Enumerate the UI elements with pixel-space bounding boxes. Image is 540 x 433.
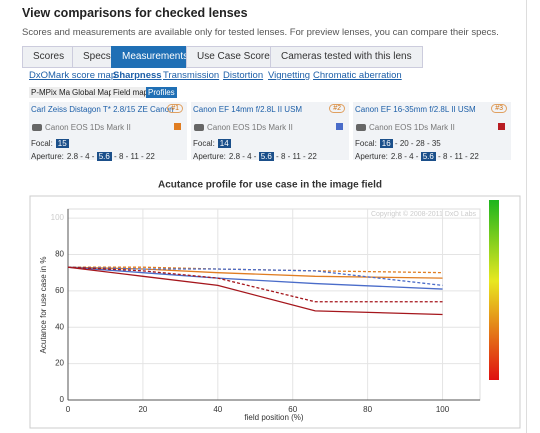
series-line <box>67 266 443 279</box>
camera: Canon EOS 1Ds Mark II <box>207 123 293 132</box>
aperture-value: 2.8 - 4 - <box>228 152 259 161</box>
view-button[interactable]: P-MPix Map <box>29 87 77 98</box>
y-tick-label: 100 <box>51 213 65 222</box>
lens-panel: Canon EF 14mm f/2.8L II USM #2 Canon EOS 1… <box>191 102 349 161</box>
y-tick-label: 20 <box>55 359 64 368</box>
subtab[interactable]: Chromatic aberration <box>313 70 402 81</box>
lens-panel: Canon EF 16-35mm f/2.8L II USM #3 Canon EO… <box>353 102 511 161</box>
lens-color <box>336 123 343 130</box>
x-tick-label: 60 <box>288 405 297 414</box>
aperture-label: Aperture: <box>193 152 226 161</box>
x-axis-label: field position (%) <box>244 413 303 422</box>
tab[interactable]: Specs <box>72 46 122 68</box>
aperture-value: 2.8 - 4 - <box>390 152 421 161</box>
aperture-label: Aperture: <box>31 152 64 161</box>
series-line <box>67 266 443 316</box>
aperture: Aperture: 2.8 - 4 - 5.6 - 8 - 11 - 22 <box>193 152 317 161</box>
aperture-value: - 8 - 11 - 22 <box>435 152 479 161</box>
x-tick-label: 0 <box>66 405 71 414</box>
subtab[interactable]: Sharpness <box>113 70 162 81</box>
lens-color <box>498 123 505 130</box>
camera: Canon EOS 1Ds Mark II <box>45 123 131 132</box>
aperture-value: 2.8 - 4 - <box>66 152 97 161</box>
subtitle: Scores and measurements are available on… <box>22 27 499 38</box>
aperture-value: - 8 - 11 - 22 <box>111 152 155 161</box>
lens-color <box>174 123 181 130</box>
lens-name[interactable]: Canon EF 14mm f/2.8L II USM <box>193 105 303 114</box>
aperture: Aperture: 2.8 - 4 - 5.6 - 8 - 11 - 22 <box>355 152 479 161</box>
x-tick-label: 100 <box>436 405 450 414</box>
view-button[interactable]: Profiles <box>146 87 177 98</box>
lens-number: #2 <box>329 104 345 113</box>
view-button[interactable]: Field map <box>111 87 151 98</box>
view-button[interactable]: Global Map <box>70 87 115 98</box>
focal-label: Focal: <box>355 139 377 148</box>
panel <box>526 0 527 433</box>
aperture-label: Aperture: <box>355 152 388 161</box>
lens-name[interactable]: Canon EF 16-35mm f/2.8L II USM <box>355 105 476 114</box>
camera: Canon EOS 1Ds Mark II <box>369 123 455 132</box>
focal-value: 15 <box>55 139 69 148</box>
aperture-value: 5.6 <box>258 152 274 161</box>
aperture-value: - 8 - 11 - 22 <box>273 152 317 161</box>
x-tick-label: 20 <box>138 405 147 414</box>
x-tick-label: 80 <box>363 405 372 414</box>
chart: Acutance profile for use case in the ima… <box>29 180 521 429</box>
subtab[interactable]: Distortion <box>223 70 264 81</box>
tab[interactable]: Scores <box>22 46 76 68</box>
lens-number: #1 <box>167 104 183 113</box>
y-axis-label: Acutance for use case in % <box>39 257 48 354</box>
focal-label: Focal: <box>31 139 53 148</box>
focal: Focal: 16 - 20 - 28 - 35 <box>355 139 441 148</box>
aperture: Aperture: 2.8 - 4 - 5.6 - 8 - 11 - 22 <box>31 152 155 161</box>
y-tick-label: 80 <box>55 250 64 259</box>
copyright: Copyright © 2008-2011 DxO Labs <box>371 210 477 218</box>
focal-value: 16 <box>379 139 393 148</box>
camera-icon <box>356 124 366 131</box>
focal-value: 14 <box>217 139 231 148</box>
lens-number: #3 <box>491 104 507 113</box>
y-tick-label: 60 <box>55 286 64 295</box>
subtab[interactable]: Transmission <box>163 70 220 81</box>
camera-icon <box>32 124 42 131</box>
focal-rest: - 20 - 28 - 35 <box>392 139 441 148</box>
x-tick-label: 40 <box>213 405 222 414</box>
chart-title: Acutance profile for use case in the ima… <box>158 180 382 191</box>
subtab[interactable]: Vignetting <box>268 70 311 81</box>
y-tick-label: 0 <box>60 395 65 404</box>
title: View comparisons for checked lenses <box>22 6 248 20</box>
aperture-value: 5.6 <box>96 152 112 161</box>
color-scale <box>489 200 499 380</box>
y-tick-label: 40 <box>55 322 64 331</box>
camera-icon <box>194 124 204 131</box>
chart-frame <box>29 195 521 429</box>
lens-panel: Carl Zeiss Distagon T* 2.8/15 ZE Canon #1… <box>29 102 187 161</box>
focal: Focal: 15 <box>31 139 69 148</box>
subtab[interactable]: DxOMark score map <box>29 70 117 81</box>
focal-label: Focal: <box>193 139 215 148</box>
lens-name[interactable]: Carl Zeiss Distagon T* 2.8/15 ZE Canon <box>31 105 174 114</box>
focal: Focal: 14 <box>193 139 231 148</box>
tab[interactable]: Cameras tested with this lens <box>270 46 423 68</box>
aperture-value: 5.6 <box>420 152 436 161</box>
tab[interactable]: Measurements <box>111 46 200 68</box>
series-line <box>67 266 443 303</box>
